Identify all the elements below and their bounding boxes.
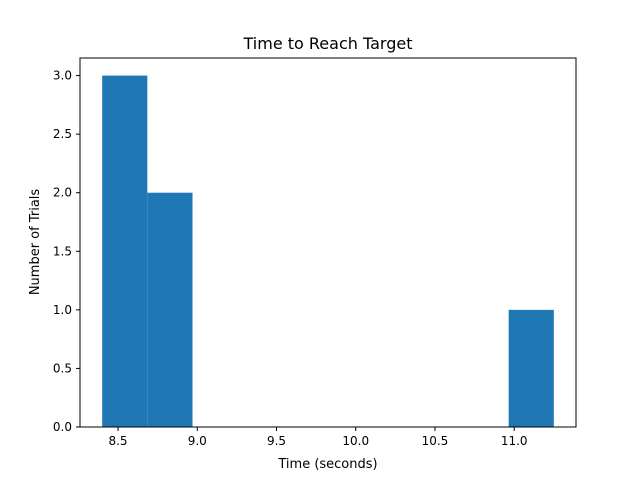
y-tick-label: 1.0 [53, 303, 72, 317]
histogram-bar-9 [508, 309, 554, 427]
x-tick-label: 11.0 [501, 434, 528, 448]
y-tick-label: 0.0 [53, 420, 72, 434]
x-tick-label: 9.5 [267, 434, 286, 448]
x-axis-ticks: 8.5 9.0 9.5 10.0 10.5 11.0 [108, 427, 528, 448]
y-tick-label: 0.5 [53, 361, 72, 375]
x-tick-label: 8.5 [108, 434, 127, 448]
x-tick-label: 9.0 [188, 434, 207, 448]
y-axis-label: Number of Trials [28, 189, 43, 296]
plot-frame [79, 57, 577, 428]
bars-group [102, 75, 554, 428]
x-tick-label: 10.0 [342, 434, 369, 448]
y-tick-label: 1.5 [53, 244, 72, 258]
histogram-bar-1 [147, 192, 193, 427]
y-tick-label: 3.0 [53, 69, 72, 83]
chart-title: Time to Reach Target [243, 34, 413, 53]
x-axis-label: Time (seconds) [277, 457, 377, 472]
y-axis-ticks: 0.0 0.5 1.0 1.5 2.0 2.5 3.0 [53, 69, 80, 434]
x-tick-label: 10.5 [422, 434, 449, 448]
y-tick-label: 2.0 [53, 186, 72, 200]
y-tick-label: 2.5 [53, 127, 72, 141]
histogram-bar-0 [102, 75, 148, 428]
